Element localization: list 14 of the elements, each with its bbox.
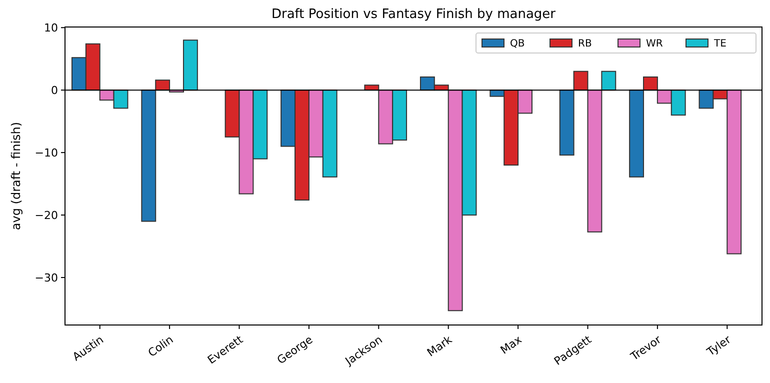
y-tick-label: 0 [51,84,58,97]
legend-label: RB [578,38,592,50]
x-tick-label: Colin [146,333,176,360]
y-tick-label: −20 [34,208,58,222]
legend-label: TE [713,38,726,50]
legend-label: QB [510,38,525,50]
y-axis-title: avg (draft - finish) [9,122,23,230]
legend-label: WR [646,38,663,50]
x-tick-label: Tyler [704,332,734,360]
y-tick-label: −30 [34,271,58,284]
y-tick-label: 10 [44,21,58,34]
chart-title: Draft Position vs Fantasy Finish by manager [271,7,556,22]
x-tick-label: Max [498,332,525,357]
y-tick-label: −10 [34,146,58,160]
